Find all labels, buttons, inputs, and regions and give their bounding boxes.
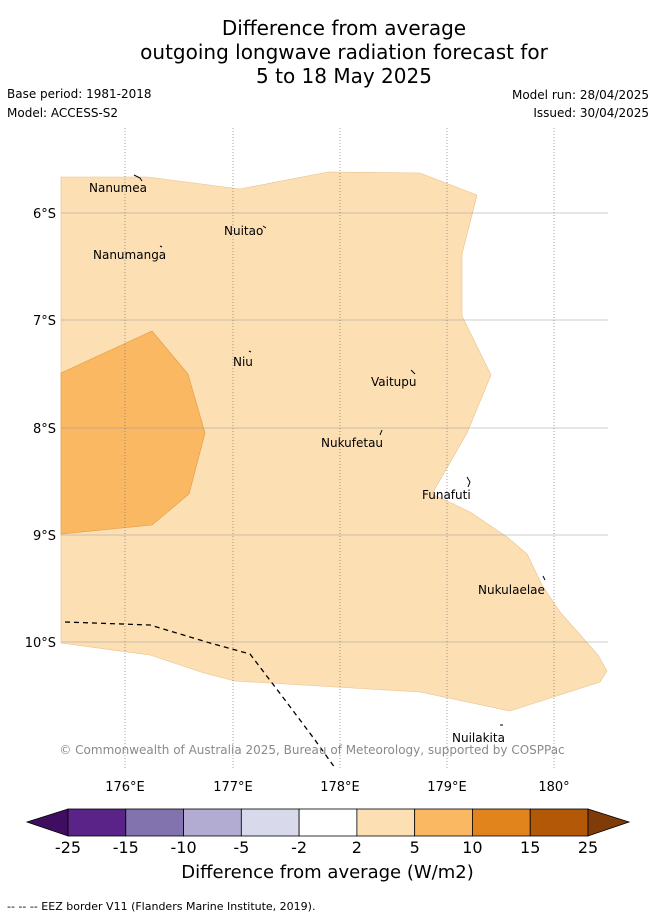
lat-label-9s: 9°S	[33, 529, 56, 544]
colorbar-box-6	[414, 808, 473, 837]
island-vaitupu	[410, 369, 416, 375]
colorbar-tick-label: 25	[578, 838, 598, 857]
place-nanumea: Nanumea	[89, 181, 147, 195]
lat-label-10s: 10°S	[25, 636, 56, 651]
chart-title: Difference from average outgoing longwav…	[0, 16, 655, 88]
colorbar-box-1	[125, 808, 184, 837]
lat-label-7s: 7°S	[33, 314, 56, 329]
eez-border	[64, 621, 336, 769]
region-5-to-10	[60, 330, 206, 535]
lat-label-6s: 6°S	[33, 207, 56, 222]
colorbar-box-2	[183, 808, 242, 837]
place-nukulaelae: Nukulaelae	[478, 583, 545, 597]
island-nukulaelae	[542, 575, 546, 581]
island-funafuti	[466, 476, 471, 488]
place-vaitupu: Vaitupu	[371, 375, 417, 389]
place-nukufetau: Nukufetau	[321, 436, 383, 450]
issued-label: Issued: 30/04/2025	[533, 106, 649, 120]
place-nuitao: Nuitao	[224, 224, 263, 238]
island-nanumea	[133, 174, 143, 182]
colorbar-tick-label: 15	[520, 838, 540, 857]
lon-label-180: 180°	[538, 780, 569, 795]
island-nukufetau	[379, 429, 383, 436]
title-line-2: outgoing longwave radiation forecast for	[140, 40, 548, 64]
island-niu	[248, 350, 252, 353]
base-period-label: Base period: 1981-2018	[7, 87, 152, 101]
place-niu: Niu	[233, 355, 253, 369]
copyright-notice: © Commonwealth of Australia 2025, Bureau…	[59, 743, 564, 757]
colorbar-box-7	[472, 808, 531, 837]
colorbar-tick-label: 2	[352, 838, 362, 857]
island-marks	[133, 174, 546, 726]
title-line-3: 5 to 18 May 2025	[256, 64, 432, 88]
model-run-label: Model run: 28/04/2025	[511, 88, 649, 102]
lat-gridlines	[61, 212, 608, 643]
colorbar-tick-label: -15	[113, 838, 139, 857]
place-nanumanga: Nanumanga	[93, 248, 166, 262]
colorbar-tick-label: -25	[55, 838, 81, 857]
colorbar-title: Difference from average (W/m2)	[181, 862, 474, 883]
colorbar-box-8	[529, 808, 589, 837]
lon-label-178e: 178°E	[320, 780, 360, 795]
island-nuitao	[262, 225, 267, 229]
lon-gridlines	[124, 128, 555, 770]
colorbar-box-4	[298, 808, 358, 837]
colorbar-tick-label: -10	[170, 838, 196, 857]
eez-legend-note: -- -- -- EEZ border V11 (Flanders Marine…	[7, 900, 316, 913]
colorbar: -25 -15 -10 -5 -2 2 5 10 15 25	[25, 808, 631, 857]
colorbar-tick-label: -5	[233, 838, 249, 857]
lon-label-177e: 177°E	[213, 780, 253, 795]
colorbar-tick-label: 5	[410, 838, 420, 857]
lat-label-8s: 8°S	[33, 422, 56, 437]
model-label: Model: ACCESS-S2	[7, 106, 119, 120]
place-nuilakita: Nuilakita	[452, 731, 505, 745]
colorbar-tick-label: 10	[462, 838, 482, 857]
colorbar-box-0	[67, 808, 127, 837]
title-line-1: Difference from average	[221, 16, 467, 40]
colorbar-box-3	[240, 808, 300, 837]
colorbar-over-arrow	[587, 808, 631, 837]
colorbar-under-arrow	[25, 808, 69, 837]
colorbar-box-5	[356, 808, 416, 837]
region-2-to-5	[60, 171, 608, 712]
place-funafuti: Funafuti	[422, 488, 471, 502]
lon-label-179e: 179°E	[427, 780, 467, 795]
lon-label-176e: 176°E	[105, 780, 145, 795]
colorbar-tick-label: -2	[291, 838, 307, 857]
island-nanumanga	[159, 245, 163, 248]
